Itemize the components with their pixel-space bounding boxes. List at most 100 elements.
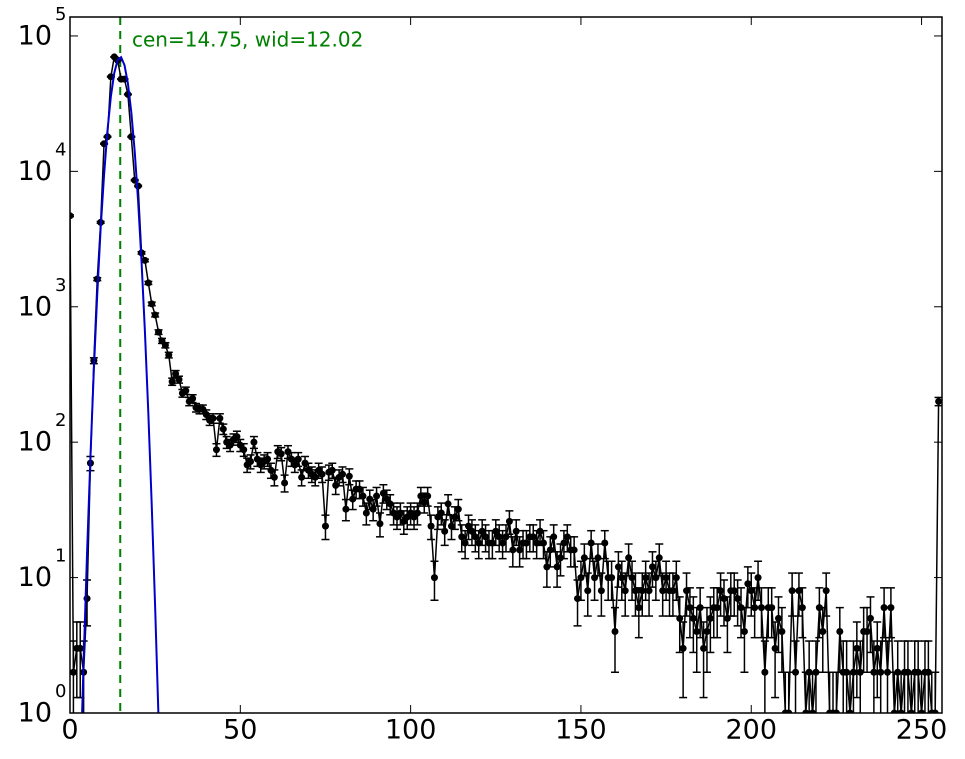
data-point	[832, 709, 840, 713]
fit-line	[81, 55, 160, 713]
data-point	[339, 470, 346, 478]
data-point	[672, 574, 680, 582]
data-point	[809, 709, 817, 713]
data-point	[301, 459, 309, 467]
data-point	[683, 587, 691, 595]
data-point	[298, 473, 306, 481]
y-tick-label: 10	[18, 291, 52, 322]
data-point	[383, 495, 391, 503]
data-point	[468, 527, 476, 535]
data-point	[369, 505, 377, 513]
data-point	[880, 604, 888, 612]
x-tick-label: 150	[555, 715, 607, 746]
data-point	[730, 587, 738, 595]
data-point	[669, 587, 677, 595]
data-point	[894, 668, 902, 676]
data-point	[703, 627, 711, 635]
data-point	[448, 522, 455, 530]
data-point	[499, 539, 507, 547]
data-point	[873, 644, 881, 652]
data-point	[887, 604, 895, 612]
data-point	[294, 455, 302, 463]
data-point	[284, 448, 292, 456]
data-point	[628, 574, 636, 582]
data-point	[349, 495, 357, 503]
data-point	[904, 668, 912, 676]
data-point	[495, 533, 503, 541]
data-point	[846, 709, 854, 713]
data-point	[362, 509, 370, 517]
data-point	[529, 533, 537, 541]
data-point	[621, 587, 629, 595]
data-point	[815, 604, 823, 612]
data-point	[151, 311, 159, 319]
data-point	[757, 604, 765, 612]
data-point	[199, 405, 207, 413]
data-point	[642, 574, 650, 582]
data-point	[631, 587, 639, 595]
data-point	[914, 668, 922, 676]
x-tick-label: 0	[61, 715, 78, 746]
data-point	[611, 627, 619, 635]
y-tick-exponent: 3	[55, 275, 66, 296]
data-point	[866, 614, 874, 622]
y-tick-label: 10	[18, 156, 52, 187]
data-point	[686, 604, 694, 612]
data-point	[935, 397, 942, 405]
data-point	[798, 604, 806, 612]
data-point	[505, 517, 513, 525]
x-tick-label: 100	[385, 715, 437, 746]
data-point	[775, 614, 782, 622]
data-point	[594, 554, 602, 562]
annotation: cen=14.75, wid=12.02	[132, 28, 363, 52]
data-point	[465, 522, 473, 530]
x-tick-label: 250	[896, 715, 948, 746]
data-point	[907, 709, 915, 713]
data-point	[172, 370, 180, 378]
data-point	[853, 644, 861, 652]
data-point	[212, 446, 220, 454]
data-point	[931, 709, 939, 713]
y-tick-exponent: 2	[55, 410, 66, 431]
data-point	[533, 539, 541, 547]
data-point	[253, 455, 261, 463]
data-point	[924, 668, 932, 676]
data-point	[270, 473, 278, 481]
data-point	[488, 539, 496, 547]
data-point	[648, 563, 656, 571]
data-point	[553, 563, 561, 571]
data-point	[890, 709, 898, 713]
data-point	[740, 627, 748, 635]
x-tick-label: 200	[725, 715, 777, 746]
data-point	[451, 513, 459, 521]
data-point	[536, 527, 544, 535]
data-point	[155, 328, 163, 336]
data-point	[614, 563, 622, 571]
data-point	[751, 604, 759, 612]
data-point	[512, 527, 520, 535]
data-point	[645, 587, 653, 595]
data-point	[836, 627, 844, 635]
data-point	[625, 554, 633, 562]
data-point	[543, 563, 551, 571]
data-point	[144, 279, 152, 287]
data-point	[591, 574, 599, 582]
data-point	[441, 527, 449, 535]
y-tick-label: 10	[18, 427, 52, 458]
data-point	[539, 539, 547, 547]
data-point	[175, 376, 183, 384]
data-point	[587, 539, 595, 547]
data-point	[359, 492, 367, 500]
data-point	[720, 595, 728, 603]
data-point	[366, 495, 374, 503]
data-point	[560, 539, 568, 547]
y-tick-exponent: 0	[55, 681, 66, 702]
data-point	[247, 457, 255, 465]
data-point	[713, 604, 721, 612]
data-point	[189, 395, 197, 403]
y-tick-exponent: 1	[55, 546, 66, 567]
data-point	[574, 595, 582, 603]
data-point	[219, 425, 227, 433]
